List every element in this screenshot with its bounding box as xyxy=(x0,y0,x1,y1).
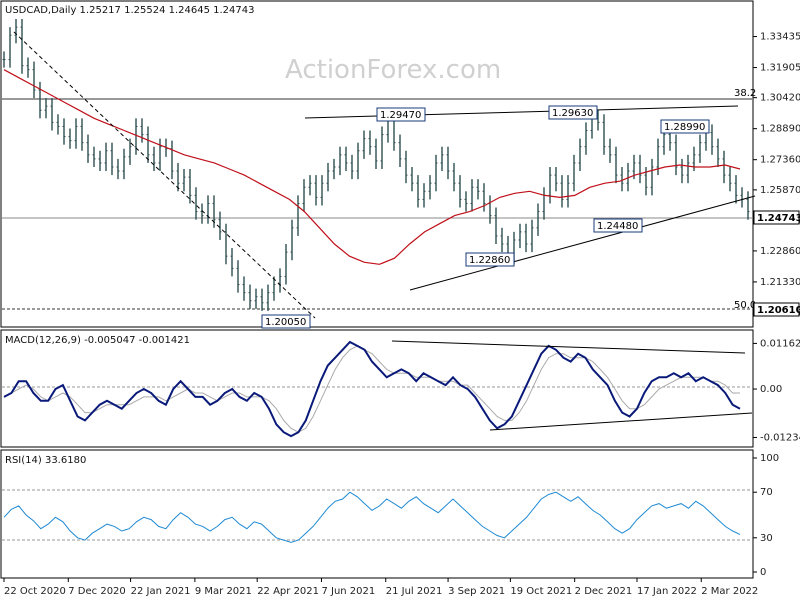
svg-text:1.29630: 1.29630 xyxy=(552,108,593,119)
x-tick-label: 22 Apr 2021 xyxy=(257,586,319,597)
annotation-129470: 1.29470 xyxy=(376,107,426,122)
price-y-axis: 1.33435 1.31905 1.30420 1.28890 1.27360 1.258… xyxy=(753,32,800,319)
x-tick-label: 22 Oct 2020 xyxy=(4,586,66,597)
price-title: USDCAD,Daily 1.25217 1.25524 1.24645 1.2… xyxy=(5,5,255,16)
price-y-tick-label: 1.30420 xyxy=(760,93,800,104)
price-y-tick-label: 1.25870 xyxy=(760,185,800,196)
macd-line xyxy=(3,340,741,438)
x-tick-label: 21 Jul 2021 xyxy=(386,586,443,597)
annotation-124480: 1.24480 xyxy=(593,218,643,233)
fib-382-label: 38.2 xyxy=(734,88,756,99)
x-tick-label: 17 Jan 2022 xyxy=(637,586,697,597)
x-tick-label: 2 Mar 2022 xyxy=(701,586,758,597)
annotation-120050: 1.20050 xyxy=(261,314,311,329)
macd-y-tick-label: -0.012348 xyxy=(760,432,800,443)
svg-text:1.22860: 1.22860 xyxy=(469,255,510,266)
decline-dashed-line xyxy=(13,31,316,319)
svg-text:1.28990: 1.28990 xyxy=(664,122,705,133)
x-tick-label: 7 Dec 2020 xyxy=(68,586,126,597)
watermark: ActionForex.com xyxy=(285,55,501,85)
price-y-tick-label: 1.33435 xyxy=(760,32,800,43)
macd-y-axis: 0.011629 0.00 -0.012348 xyxy=(753,338,800,443)
svg-text:1.29470: 1.29470 xyxy=(380,110,421,121)
rsi-y-tick-label: 30 xyxy=(760,533,773,544)
fib-500-tag: 1.20610 xyxy=(753,302,800,317)
svg-text:1.24480: 1.24480 xyxy=(597,221,638,232)
rsi-panel-frame xyxy=(0,449,754,579)
annotation-129630: 1.29630 xyxy=(548,105,598,120)
x-axis: 22 Oct 2020 7 Dec 2020 22 Jan 2021 9 Mar 20… xyxy=(3,578,758,597)
price-y-tick-label: 1.31905 xyxy=(760,63,800,74)
x-tick-label: 9 Mar 2021 xyxy=(195,586,252,597)
rsi-line xyxy=(3,491,741,543)
price-y-tick-label: 1.22860 xyxy=(760,246,800,257)
x-tick-label: 7 Jun 2021 xyxy=(321,586,375,597)
rsi-title: RSI(14) 33.6180 xyxy=(5,455,86,466)
macd-y-tick-label: 0.011629 xyxy=(760,338,800,349)
rsi-y-tick-label: 70 xyxy=(760,487,773,498)
rsi-y-tick-label: 100 xyxy=(760,453,779,464)
price-y-tick-label: 1.21330 xyxy=(760,277,800,288)
x-tick-label: 19 Oct 2021 xyxy=(510,586,572,597)
fib-500-label: 50.0 xyxy=(734,300,756,311)
bottom-channel-line xyxy=(409,195,756,291)
macd-upper-trendline xyxy=(391,340,746,354)
macd-title: MACD(12,26,9) -0.005047 -0.001421 xyxy=(5,335,190,346)
price-moving-average xyxy=(3,69,741,265)
current-price-tag: 1.24743 xyxy=(753,210,800,225)
annotation-122860: 1.22860 xyxy=(465,252,515,267)
svg-text:1.20050: 1.20050 xyxy=(265,317,306,328)
rsi-y-axis: 100 70 30 0 xyxy=(753,453,779,578)
svg-text:1.24743: 1.24743 xyxy=(757,213,800,224)
macd-lower-trendline xyxy=(489,412,753,431)
svg-text:1.20610: 1.20610 xyxy=(757,305,800,316)
x-tick-label: 3 Sep 2021 xyxy=(448,586,505,597)
annotation-128990: 1.28990 xyxy=(660,119,710,134)
rsi-y-tick-label: 0 xyxy=(760,567,766,578)
x-tick-label: 2 Dec 2021 xyxy=(575,586,633,597)
macd-y-tick-label: 0.00 xyxy=(760,384,782,395)
x-tick-label: 22 Jan 2021 xyxy=(131,586,191,597)
price-y-tick-label: 1.28890 xyxy=(760,124,800,135)
macd-panel-frame xyxy=(0,329,754,448)
price-y-tick-label: 1.27360 xyxy=(760,155,800,166)
